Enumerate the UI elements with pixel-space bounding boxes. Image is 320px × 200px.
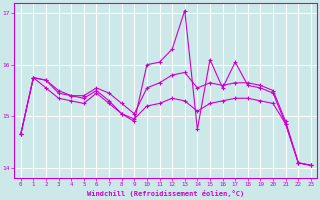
X-axis label: Windchill (Refroidissement éolien,°C): Windchill (Refroidissement éolien,°C) — [87, 190, 244, 197]
